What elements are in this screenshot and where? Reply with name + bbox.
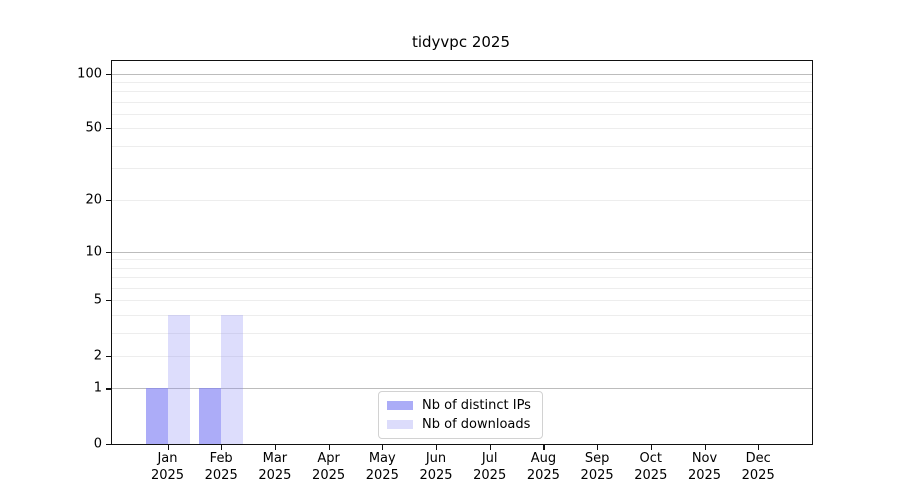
- legend-swatch-downloads-icon: [387, 419, 413, 430]
- legend-swatch-distinct-ips-icon: [387, 400, 413, 411]
- y-tick-label: 50: [85, 120, 102, 136]
- x-tick-label: Nov 2025: [687, 451, 722, 483]
- y-tick-label: 20: [85, 192, 102, 208]
- chart-title: tidyvpc 2025: [411, 33, 511, 51]
- y-gridline-minor: [112, 277, 812, 279]
- y-gridline-minor: [112, 101, 812, 103]
- x-tick-label: Oct 2025: [634, 451, 668, 483]
- y-gridline-minor: [112, 300, 812, 302]
- y-tick-mark: [106, 128, 111, 130]
- y-gridline-minor: [112, 145, 812, 147]
- y-gridline-minor: [112, 332, 812, 334]
- y-gridline-minor: [112, 114, 812, 115]
- x-tick-mark: [650, 445, 652, 450]
- y-gridline-minor: [112, 314, 812, 316]
- x-tick-mark: [167, 445, 169, 450]
- x-tick-label: Feb 2025: [204, 451, 238, 483]
- y-tick-label: 100: [77, 66, 102, 81]
- x-tick-label-year: 2025: [473, 467, 507, 483]
- x-tick-label-year: 2025: [204, 467, 238, 483]
- y-gridline-minor: [112, 355, 812, 357]
- y-tick-mark: [106, 73, 111, 75]
- y-gridline-major: [112, 388, 812, 390]
- bar-distinct-ips: [145, 388, 168, 444]
- x-tick-label: Apr 2025: [312, 451, 346, 483]
- x-tick-mark: [221, 445, 223, 450]
- y-tick-mark: [106, 199, 111, 201]
- x-tick-label: Jun 2025: [419, 451, 453, 483]
- bar-downloads: [167, 314, 190, 444]
- x-tick-label-year: 2025: [365, 467, 399, 483]
- y-gridline-minor: [112, 199, 812, 201]
- x-tick-label-year: 2025: [687, 467, 722, 483]
- y-gridline-major: [112, 73, 812, 75]
- y-gridline-minor: [112, 259, 812, 261]
- x-tick-label-year: 2025: [150, 467, 185, 483]
- legend-label-downloads: Nb of downloads: [422, 417, 531, 432]
- x-tick-mark: [436, 445, 438, 450]
- x-tick-label-year: 2025: [526, 467, 560, 483]
- x-tick-label-year: 2025: [634, 467, 668, 483]
- y-tick-mark: [106, 300, 111, 302]
- y-tick-mark: [106, 388, 111, 390]
- x-tick-mark: [597, 445, 599, 450]
- y-tick-mark: [106, 251, 111, 253]
- y-gridline-major: [112, 251, 812, 253]
- x-tick-mark: [704, 445, 706, 450]
- x-tick-label-year: 2025: [419, 467, 453, 483]
- y-gridline-minor: [112, 287, 812, 289]
- y-tick-label: 1: [93, 380, 102, 396]
- legend-label-distinct-ips: Nb of distinct IPs: [422, 398, 531, 413]
- x-tick-label: Dec 2025: [741, 451, 775, 483]
- legend: Nb of distinct IPs Nb of downloads: [378, 391, 543, 439]
- y-gridline-minor: [112, 128, 812, 130]
- y-gridline-minor: [112, 267, 812, 269]
- y-tick-label: 5: [93, 292, 102, 308]
- y-tick-mark: [106, 444, 111, 446]
- y-tick-mark: [106, 355, 111, 357]
- x-tick-mark: [543, 445, 545, 450]
- x-tick-mark: [758, 445, 760, 450]
- x-tick-label: Aug 2025: [526, 451, 560, 483]
- y-tick-label: 2: [93, 348, 102, 364]
- y-gridline-minor: [112, 91, 812, 93]
- x-tick-mark: [274, 445, 277, 450]
- x-tick-mark: [328, 445, 330, 450]
- x-tick-label-year: 2025: [312, 467, 346, 483]
- bar-distinct-ips: [199, 388, 222, 444]
- x-tick-mark: [382, 445, 384, 450]
- y-tick-label: 10: [85, 244, 102, 259]
- legend-item-distinct-ips: Nb of distinct IPs: [387, 399, 531, 412]
- x-tick-label: Jul 2025: [473, 451, 507, 483]
- x-tick-label: Sep 2025: [580, 451, 614, 483]
- x-tick-label-year: 2025: [580, 467, 614, 483]
- plot-area: Nb of distinct IPs Nb of downloads 0 1 2 5 1…: [77, 60, 813, 483]
- bar-downloads: [221, 314, 244, 444]
- y-gridline-minor: [112, 168, 812, 170]
- y-gridline-minor: [112, 81, 812, 83]
- x-tick-mark: [489, 445, 491, 450]
- x-tick-label-year: 2025: [258, 467, 292, 483]
- x-tick-label: Mar 2025: [258, 451, 292, 483]
- y-tick-label: 0: [93, 436, 102, 452]
- legend-item-downloads: Nb of downloads: [387, 418, 531, 431]
- x-tick-label: May 2025: [365, 451, 399, 483]
- x-tick-label-year: 2025: [741, 467, 775, 483]
- x-tick-label: Jan 2025: [150, 451, 185, 483]
